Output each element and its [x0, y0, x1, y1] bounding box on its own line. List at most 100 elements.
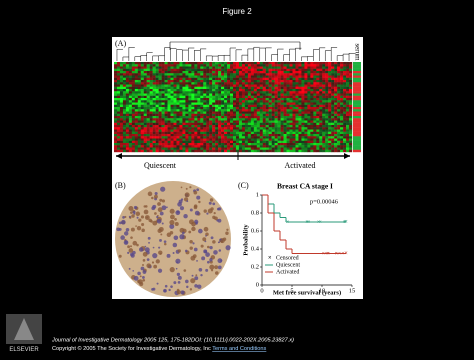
heatmap-cell: [247, 64, 252, 67]
heatmap-cell: [340, 66, 344, 69]
nucleus: [213, 211, 216, 215]
heatmap-cell: [215, 118, 219, 121]
heatmap-cell: [161, 80, 165, 83]
heatmap-cell: [334, 147, 338, 150]
heatmap-cell: [173, 68, 177, 72]
nucleus: [190, 278, 196, 284]
heatmap-cell: [206, 118, 210, 121]
heatmap-cell: [146, 95, 150, 99]
heatmap-cell: [203, 93, 207, 96]
heatmap-cell: [307, 68, 311, 72]
heatmap-cell: [340, 149, 344, 153]
heatmap-cell: [283, 143, 287, 146]
heatmap-cell: [277, 138, 281, 141]
heatmap-cell: [167, 107, 171, 110]
heatmap-cell: [274, 104, 278, 108]
heatmap-cell: [334, 107, 338, 110]
heatmap-cell: [313, 82, 317, 85]
nucleus: [177, 275, 182, 280]
heatmap-cell: [212, 149, 216, 153]
heatmap-cell: [164, 93, 168, 96]
heatmap-cell: [250, 86, 255, 90]
heatmap-cell: [137, 82, 141, 85]
heatmap-cell: [161, 138, 165, 141]
heatmap-cell: [173, 111, 177, 114]
heatmap-cell: [295, 98, 299, 101]
heatmap-cell: [328, 73, 332, 76]
heatmap-cell: [241, 149, 246, 153]
heatmap-cell: [146, 125, 150, 128]
heatmap-cell: [277, 104, 281, 108]
heatmap-cell: [164, 140, 168, 144]
nucleus: [157, 207, 163, 213]
heatmap-cell: [233, 93, 237, 96]
heatmap-cell: [206, 77, 210, 81]
heatmap-cell: [122, 111, 127, 114]
heatmap-cell: [280, 138, 284, 141]
heatmap-cell: [277, 80, 281, 83]
heatmap-cell: [233, 95, 237, 99]
heatmap-cell: [292, 102, 296, 105]
heatmap-cell: [143, 149, 147, 153]
heatmap-cell: [280, 93, 284, 96]
nucleus: [172, 242, 178, 248]
heatmap-cell: [152, 91, 156, 94]
heatmap-cell: [122, 75, 127, 78]
heatmap-cell: [304, 71, 308, 74]
heatmap-cell: [209, 118, 213, 121]
nucleus: [194, 210, 200, 216]
heatmap-cell: [343, 127, 347, 130]
nucleus: [159, 211, 164, 216]
heatmap-cell: [170, 136, 174, 139]
heatmap-cell: [209, 75, 213, 78]
heatmap-cell: [316, 84, 320, 87]
nucleus: [124, 215, 127, 218]
heatmap-cell: [328, 140, 332, 144]
heatmap-cell: [319, 73, 323, 76]
heatmap-cell: [194, 127, 198, 130]
terms-link[interactable]: Terms and Conditions: [212, 346, 266, 352]
heatmap-cell: [158, 95, 162, 99]
serum-cell: [353, 134, 361, 137]
heatmap-cell: [253, 134, 257, 137]
heatmap-cell: [337, 104, 341, 108]
heatmap-cell: [277, 107, 281, 110]
heatmap-cell: [212, 118, 216, 121]
heatmap-cell: [316, 64, 320, 67]
heatmap-cell: [200, 111, 204, 114]
heatmap-cell: [244, 111, 249, 114]
heatmap-cell: [316, 116, 320, 119]
heatmap-cell: [122, 127, 127, 130]
heatmap-cell: [274, 107, 278, 110]
nucleus: [180, 290, 185, 295]
heatmap-cell: [310, 122, 314, 126]
heatmap-cell: [241, 89, 246, 92]
heatmap-cell: [176, 109, 180, 112]
nucleus: [151, 206, 156, 211]
nucleus: [214, 271, 219, 275]
nucleus: [190, 255, 196, 261]
heatmap-cell: [173, 140, 177, 144]
nucleus: [179, 206, 185, 211]
serum-cell: [353, 129, 361, 132]
heatmap-cell: [310, 147, 314, 150]
heatmap-cell: [176, 131, 180, 135]
heatmap-cell: [116, 93, 121, 96]
nucleus: [136, 225, 142, 231]
heatmap-cell: [137, 86, 141, 90]
heatmap-cell: [280, 122, 284, 126]
heatmap-cell: [262, 75, 266, 78]
heatmap-cell: [233, 116, 237, 119]
heatmap-cell: [179, 140, 183, 144]
heatmap-cell: [307, 107, 311, 110]
heatmap-cell: [137, 80, 141, 83]
panel-label: (A): [115, 39, 126, 48]
heatmap-cell: [152, 66, 156, 69]
heatmap-cell: [155, 91, 159, 94]
heatmap-cell: [164, 80, 168, 83]
heatmap-cell: [194, 68, 198, 72]
nucleus: [143, 209, 149, 215]
heatmap-cell: [212, 138, 216, 141]
heatmap-cell: [298, 116, 302, 119]
heatmap-cell: [203, 111, 207, 114]
